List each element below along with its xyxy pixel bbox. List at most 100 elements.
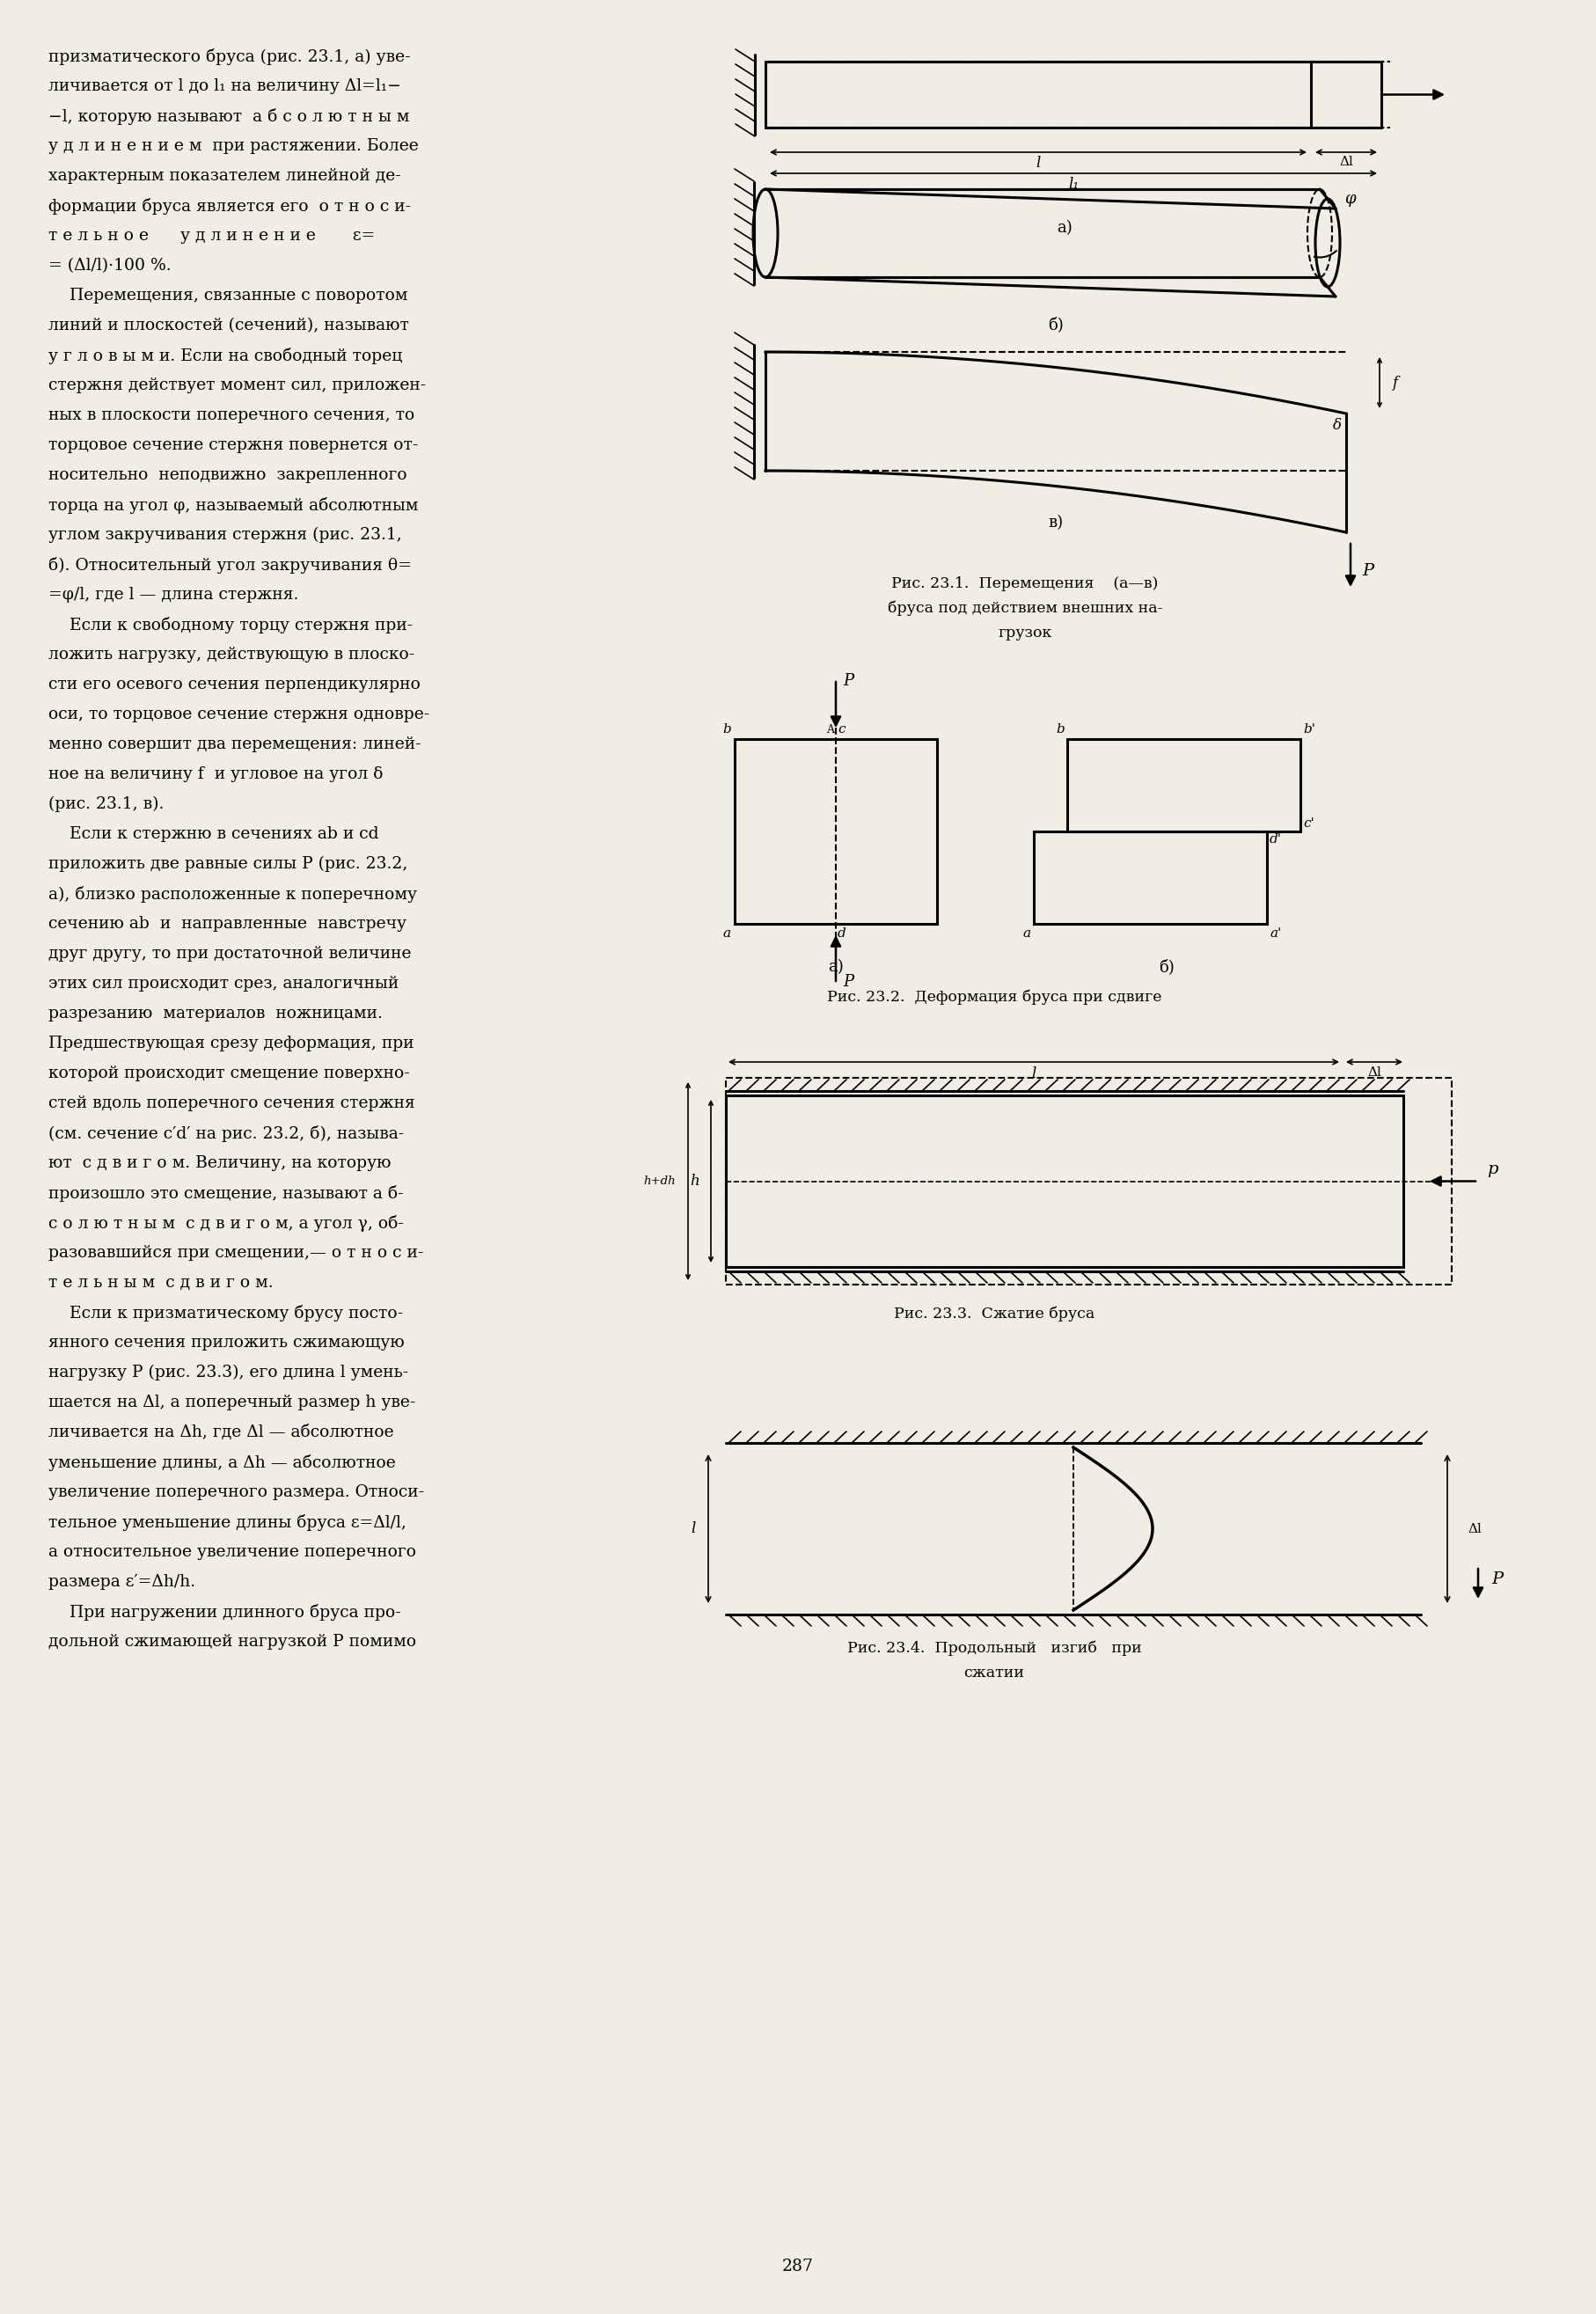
- Text: стержня действует момент сил, приложен-: стержня действует момент сил, приложен-: [48, 377, 426, 393]
- Bar: [1033, 831, 1266, 923]
- Text: P: P: [843, 673, 854, 690]
- Text: Если к призматическому брусу посто-: Если к призматическому брусу посто-: [48, 1305, 402, 1321]
- Text: произошло это смещение, называют а б-: произошло это смещение, называют а б-: [48, 1185, 404, 1201]
- Text: l: l: [691, 1520, 696, 1536]
- Text: тельное уменьшение длины бруса ε=Δl/l,: тельное уменьшение длины бруса ε=Δl/l,: [48, 1513, 405, 1532]
- Text: (рис. 23.1, в).: (рис. 23.1, в).: [48, 796, 164, 812]
- Text: т е л ь н о е      у д л и н е н и е       ε=: т е л ь н о е у д л и н е н и е ε=: [48, 227, 375, 243]
- Text: сжатии: сжатии: [964, 1666, 1025, 1680]
- Text: которой происходит смещение поверхно-: которой происходит смещение поверхно-: [48, 1064, 410, 1081]
- Text: −l, которую называют  а б с о л ю т н ы м: −l, которую называют а б с о л ю т н ы м: [48, 109, 409, 125]
- Text: b: b: [721, 724, 731, 736]
- Text: увеличение поперечного размера. Относи-: увеличение поперечного размера. Относи-: [48, 1483, 425, 1499]
- Text: Если к свободному торцу стержня при-: Если к свободному торцу стержня при-: [48, 618, 413, 634]
- Text: торца на угол φ, называемый абсолютным: торца на угол φ, называемый абсолютным: [48, 498, 418, 514]
- Text: у д л и н е н и е м  при растяжении. Более: у д л и н е н и е м при растяжении. Боле…: [48, 139, 418, 155]
- Text: размера ε′=Δh/h.: размера ε′=Δh/h.: [48, 1574, 195, 1590]
- Text: а), близко расположенные к поперечному: а), близко расположенные к поперечному: [48, 886, 417, 902]
- Text: Перемещения, связанные с поворотом: Перемещения, связанные с поворотом: [48, 287, 407, 303]
- Text: Рис. 23.2.  Деформация бруса при сдвиге: Рис. 23.2. Деформация бруса при сдвиге: [827, 990, 1160, 1004]
- Text: l: l: [1036, 155, 1041, 171]
- Text: Рис. 23.1.  Перемещения    (а—в): Рис. 23.1. Перемещения (а—в): [891, 576, 1157, 592]
- Bar: [734, 738, 937, 923]
- Text: призматического бруса (рис. 23.1, а) уве-: призматического бруса (рис. 23.1, а) уве…: [48, 49, 410, 65]
- Text: Предшествующая срезу деформация, при: Предшествующая срезу деформация, при: [48, 1037, 413, 1051]
- Text: а): а): [828, 958, 843, 974]
- Text: т е л ь н ы м  с д в и г о м.: т е л ь н ы м с д в и г о м.: [48, 1275, 273, 1291]
- Text: разовавшийся при смещении,— о т н о с и-: разовавшийся при смещении,— о т н о с и-: [48, 1245, 423, 1261]
- Text: а): а): [1057, 220, 1073, 236]
- Text: h+dh: h+dh: [643, 1176, 675, 1187]
- Text: Если к стержню в сечениях ab и cd: Если к стержню в сечениях ab и cd: [48, 826, 378, 842]
- Text: уменьшение длины, а Δh — абсолютное: уменьшение длины, а Δh — абсолютное: [48, 1456, 396, 1472]
- Text: б). Относительный угол закручивания θ=: б). Относительный угол закручивания θ=: [48, 558, 412, 574]
- Text: P: P: [1361, 562, 1373, 578]
- Text: дольной сжимающей нагрузкой P помимо: дольной сжимающей нагрузкой P помимо: [48, 1634, 417, 1650]
- Text: A: A: [825, 724, 833, 736]
- Text: у г л о в ы м и. Если на свободный торец: у г л о в ы м и. Если на свободный торец: [48, 347, 402, 363]
- Text: l: l: [1031, 1067, 1036, 1081]
- Text: h: h: [689, 1173, 699, 1189]
- Text: φ: φ: [1344, 192, 1355, 206]
- Text: Δl: Δl: [1467, 1523, 1481, 1534]
- Text: формации бруса является его  о т н о с и-: формации бруса является его о т н о с и-: [48, 199, 410, 215]
- Text: оси, то торцовое сечение стержня одновре-: оси, то торцовое сечение стержня одновре…: [48, 706, 429, 722]
- Text: ных в плоскости поперечного сечения, то: ных в плоскости поперечного сечения, то: [48, 407, 415, 423]
- Text: менно совершит два перемещения: линей-: менно совершит два перемещения: линей-: [48, 736, 421, 752]
- Text: б): б): [1159, 958, 1175, 974]
- Text: d: d: [838, 928, 846, 939]
- Text: Δl: Δl: [1339, 155, 1352, 169]
- Text: c': c': [1302, 817, 1314, 831]
- Text: P: P: [1491, 1571, 1502, 1587]
- Text: (см. сечение c′d′ на рис. 23.2, б), называ-: (см. сечение c′d′ на рис. 23.2, б), назы…: [48, 1125, 404, 1143]
- Text: ложить нагрузку, действующую в плоско-: ложить нагрузку, действующую в плоско-: [48, 646, 415, 662]
- Text: a: a: [723, 928, 731, 939]
- Text: характерным показателем линейной де-: характерным показателем линейной де-: [48, 169, 401, 183]
- Text: При нагружении длинного бруса про-: При нагружении длинного бруса про-: [48, 1604, 401, 1620]
- Text: l₁: l₁: [1068, 176, 1077, 192]
- Text: разрезанию  материалов  ножницами.: разрезанию материалов ножницами.: [48, 1007, 383, 1020]
- Text: этих сил происходит срез, аналогичный: этих сил происходит срез, аналогичный: [48, 977, 399, 993]
- Text: линий и плоскостей (сечений), называют: линий и плоскостей (сечений), называют: [48, 317, 409, 333]
- Text: =φ/l, где l — длина стержня.: =φ/l, где l — длина стержня.: [48, 588, 298, 602]
- Text: нагрузку P (рис. 23.3), его длина l умень-: нагрузку P (рис. 23.3), его длина l умен…: [48, 1365, 409, 1381]
- Text: личивается от l до l₁ на величину Δl=l₁−: личивается от l до l₁ на величину Δl=l₁−: [48, 79, 401, 95]
- Text: ют  с д в и г о м. Величину, на которую: ют с д в и г о м. Величину, на которую: [48, 1155, 391, 1171]
- Text: ное на величину f  и угловое на угол δ: ное на величину f и угловое на угол δ: [48, 766, 383, 782]
- Bar: [726, 1095, 1403, 1268]
- Text: янного сечения приложить сжимающую: янного сечения приложить сжимающую: [48, 1335, 404, 1351]
- Text: 287: 287: [782, 2258, 814, 2275]
- Text: грузок: грузок: [998, 625, 1052, 641]
- Text: b: b: [1055, 724, 1065, 736]
- Text: сечению ab  и  направленные  навстречу: сечению ab и направленные навстречу: [48, 916, 407, 933]
- Text: a: a: [1023, 928, 1031, 939]
- Text: приложить две равные силы P (рис. 23.2,: приложить две равные силы P (рис. 23.2,: [48, 856, 407, 872]
- Text: друг другу, то при достаточной величине: друг другу, то при достаточной величине: [48, 946, 412, 963]
- Text: личивается на Δh, где Δl — абсолютное: личивается на Δh, где Δl — абсолютное: [48, 1425, 394, 1439]
- Text: шается на Δl, а поперечный размер h уве-: шается на Δl, а поперечный размер h уве-: [48, 1395, 415, 1412]
- Text: углом закручивания стержня (рис. 23.1,: углом закручивания стержня (рис. 23.1,: [48, 528, 402, 544]
- Text: Δl: Δl: [1368, 1067, 1381, 1078]
- Text: p: p: [1486, 1162, 1497, 1178]
- Text: P: P: [843, 974, 854, 990]
- Text: d': d': [1269, 833, 1282, 845]
- Text: c: c: [838, 724, 844, 736]
- Text: сти его осевого сечения перпендикулярно: сти его осевого сечения перпендикулярно: [48, 676, 420, 692]
- Text: f: f: [1392, 375, 1396, 391]
- Bar: [726, 1078, 1451, 1284]
- Text: b': b': [1302, 724, 1315, 736]
- Text: в): в): [1047, 514, 1063, 530]
- Text: с о л ю т н ы м  с д в и г о м, а угол γ, об-: с о л ю т н ы м с д в и г о м, а угол γ,…: [48, 1215, 404, 1231]
- Text: стей вдоль поперечного сечения стержня: стей вдоль поперечного сечения стержня: [48, 1095, 415, 1111]
- Text: a': a': [1269, 928, 1280, 939]
- Text: б): б): [1047, 317, 1063, 333]
- Text: Рис. 23.4.  Продольный   изгиб   при: Рис. 23.4. Продольный изгиб при: [846, 1641, 1141, 1657]
- Text: а относительное увеличение поперечного: а относительное увеличение поперечного: [48, 1543, 417, 1560]
- Text: Рис. 23.3.  Сжатие бруса: Рис. 23.3. Сжатие бруса: [894, 1307, 1093, 1321]
- Text: δ: δ: [1333, 419, 1341, 433]
- Text: бруса под действием внешних на-: бруса под действием внешних на-: [887, 602, 1162, 616]
- Bar: [1066, 738, 1299, 831]
- Text: = (Δl/l)·100 %.: = (Δl/l)·100 %.: [48, 257, 171, 273]
- Text: носительно  неподвижно  закрепленного: носительно неподвижно закрепленного: [48, 467, 407, 484]
- Text: торцовое сечение стержня повернется от-: торцовое сечение стержня повернется от-: [48, 437, 418, 454]
